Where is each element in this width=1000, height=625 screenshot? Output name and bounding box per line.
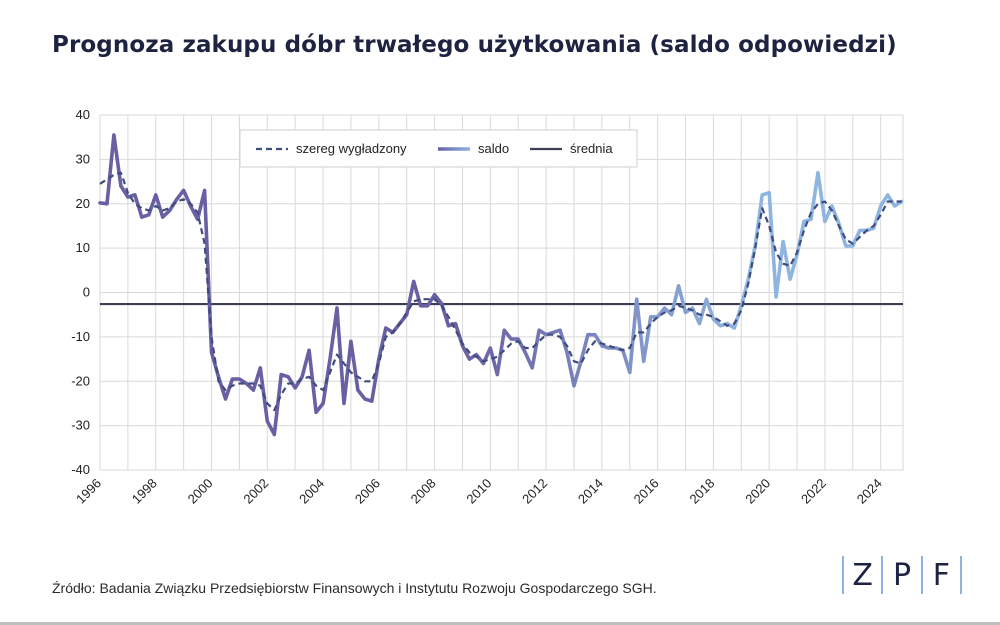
y-tick-label: -40 — [71, 462, 90, 477]
x-tick-label: 2010 — [463, 476, 494, 507]
legend-label-smoothed: szereg wygładzony — [296, 141, 407, 156]
source-note: Źródło: Badania Związku Przedsiębiorstw … — [52, 580, 657, 596]
x-tick-label: 2024 — [854, 476, 885, 507]
y-tick-label: -10 — [71, 329, 90, 344]
y-tick-label: 10 — [76, 240, 90, 255]
y-tick-label: -30 — [71, 418, 90, 433]
x-tick-label: 2020 — [742, 476, 773, 507]
chart-legend: szereg wygładzony saldo średnia — [239, 129, 638, 168]
legend-label-mean: średnia — [570, 141, 613, 156]
series-layer — [98, 133, 904, 437]
logo-letter-z: Z — [852, 557, 873, 593]
chart-grid — [99, 114, 904, 471]
y-tick-label: 20 — [76, 196, 90, 211]
series-line-saldo — [98, 133, 904, 437]
zpf-logo: Z P F — [834, 554, 970, 596]
x-tick-label: 2016 — [631, 476, 662, 507]
logo-letter-p: P — [892, 557, 912, 593]
x-tick-label: 2022 — [798, 476, 829, 507]
page-title: Prognoza zakupu dóbr trwałego użytkowani… — [52, 32, 897, 58]
x-tick-label: 2002 — [240, 476, 271, 507]
y-tick-label: 40 — [76, 107, 90, 122]
x-tick-label: 2008 — [408, 476, 439, 507]
legend-label-saldo: saldo — [478, 141, 509, 156]
y-tick-label: -20 — [71, 373, 90, 388]
logo-letter-f: F — [932, 557, 950, 593]
logo-divider — [960, 556, 962, 594]
logo-divider — [881, 556, 884, 594]
y-tick-label: 0 — [83, 285, 90, 300]
x-tick-label: 1996 — [73, 476, 104, 507]
series-line-smoothed — [99, 171, 902, 412]
bottom-rule — [0, 622, 1000, 625]
logo-divider — [842, 556, 844, 594]
x-tick-label: 2018 — [686, 476, 717, 507]
x-tick-label: 2006 — [352, 476, 383, 507]
logo-divider — [920, 556, 923, 594]
x-tick-label: 2004 — [296, 476, 327, 507]
x-tick-label: 1998 — [129, 476, 160, 507]
x-tick-label: 2000 — [185, 476, 216, 507]
y-tick-label: 30 — [76, 151, 90, 166]
x-tick-label: 2014 — [575, 476, 606, 507]
x-tick-label: 2012 — [519, 476, 550, 507]
